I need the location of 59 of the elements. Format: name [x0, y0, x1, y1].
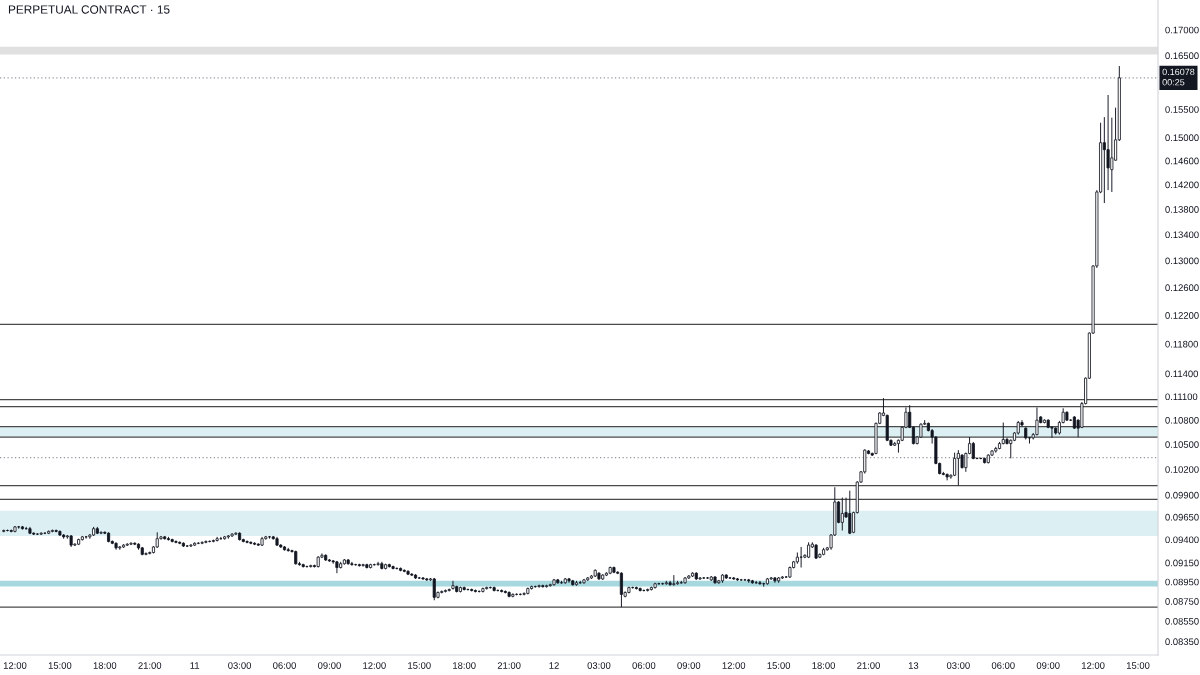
x-tick-label: 15:00 — [408, 662, 431, 669]
x-tick-label: 15:00 — [767, 662, 791, 669]
y-tick-label: 0.09900 — [1165, 491, 1199, 499]
x-tick-label: 09:00 — [1036, 662, 1060, 669]
y-tick-label: 0.10500 — [1165, 441, 1199, 448]
candlestick — [451, 580, 455, 591]
y-tick-label: 0.09150 — [1165, 559, 1199, 567]
y-tick-label: 0.11800 — [1165, 340, 1199, 348]
x-tick-label: 12:00 — [722, 662, 746, 669]
ref-line-label: 0.16078 00:25 — [1162, 68, 1195, 86]
y-tick-label: 0.08550 — [1165, 617, 1199, 625]
candlestick — [350, 561, 354, 567]
y-tick-label: 0.13000 — [1165, 257, 1199, 265]
x-tick-label: 13 — [908, 662, 919, 669]
x-tick-label: 21:00 — [497, 662, 521, 669]
y-tick-label: 0.09400 — [1165, 536, 1199, 544]
x-tick-label: 18:00 — [453, 662, 476, 669]
y-tick-label: 0.10800 — [1165, 416, 1199, 424]
y-tick-label: 0.14200 — [1165, 181, 1199, 189]
y-tick-label: 0.08950 — [1165, 578, 1199, 586]
y-tick-label: 0.08750 — [1165, 598, 1199, 605]
y-tick-label: 0.11100 — [1165, 393, 1198, 401]
x-tick-label: 03:00 — [946, 662, 970, 669]
x-tick-label: 06:00 — [991, 662, 1015, 669]
x-tick-label: 21:00 — [857, 662, 880, 669]
y-tick-label: 0.13800 — [1165, 206, 1199, 213]
candlestick — [1035, 407, 1039, 436]
y-tick-label: 0.17000 — [1165, 26, 1199, 34]
x-tick-label: 12 — [549, 662, 559, 669]
y-tick-label: 0.15500 — [1165, 106, 1199, 113]
x-tick-label: 06:00 — [632, 662, 656, 669]
x-tick-label: 15:00 — [48, 662, 72, 669]
y-tick-label: 0.12600 — [1165, 284, 1199, 292]
chart-title: PERPETUAL CONTRACT · 15 — [8, 5, 170, 14]
candlestick — [758, 580, 762, 586]
y-tick-label: 0.14600 — [1165, 157, 1199, 165]
y-tick-label: 0.12200 — [1165, 312, 1199, 319]
candlestick — [376, 561, 380, 567]
y-tick-label: 0.08350 — [1165, 638, 1199, 646]
candlestick — [672, 574, 676, 587]
y-tick-label: 0.13400 — [1165, 231, 1199, 239]
x-tick-label: 18:00 — [93, 662, 117, 669]
y-tick-label: 0.16500 — [1165, 52, 1199, 60]
x-tick-label: 09:00 — [317, 662, 341, 669]
x-tick-label: 15:00 — [1126, 662, 1150, 669]
y-tick-label: 0.15000 — [1165, 134, 1199, 142]
y-tick-label: 0.11400 — [1165, 370, 1199, 378]
x-tick-label: 18:00 — [812, 662, 836, 669]
x-tick-label: 06:00 — [273, 662, 296, 669]
y-tick-label: 0.10200 — [1165, 466, 1199, 473]
x-tick-label: 03:00 — [228, 662, 252, 669]
x-tick-label: 12:00 — [1082, 662, 1105, 669]
x-tick-label: 12:00 — [363, 662, 386, 669]
x-tick-label: 12:00 — [3, 662, 27, 669]
x-tick-label: 21:00 — [138, 662, 162, 669]
x-tick-label: 03:00 — [587, 662, 611, 669]
x-tick-label: 11 — [190, 662, 200, 669]
x-tick-label: 09:00 — [677, 662, 701, 669]
y-tick-label: 0.09650 — [1165, 513, 1199, 521]
